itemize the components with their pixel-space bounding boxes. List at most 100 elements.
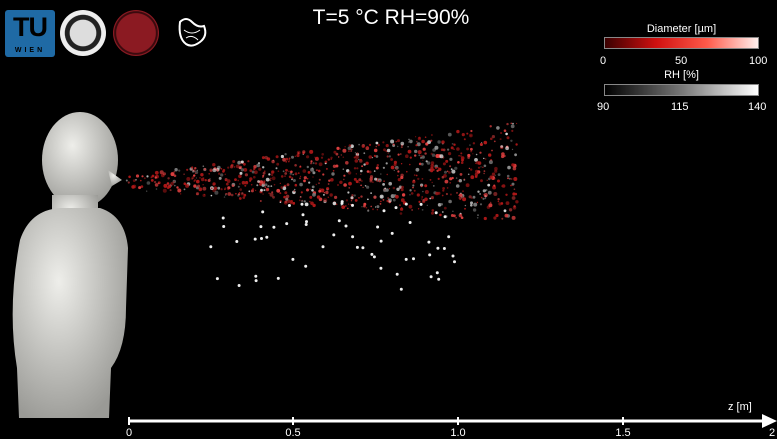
droplet: [351, 235, 355, 239]
droplet: [424, 197, 428, 202]
droplet: [159, 170, 164, 175]
droplet: [214, 190, 219, 195]
droplet: [479, 193, 481, 195]
droplet: [318, 197, 323, 202]
droplet: [374, 177, 378, 181]
droplet: [505, 193, 508, 196]
droplet: [505, 201, 510, 206]
droplet: [424, 152, 427, 155]
droplet: [386, 173, 388, 176]
droplet: [364, 185, 367, 187]
droplet: [332, 233, 336, 237]
droplet: [222, 168, 226, 172]
droplet: [475, 153, 478, 156]
droplet: [372, 208, 374, 211]
droplet: [284, 175, 286, 178]
droplet: [259, 183, 262, 186]
droplet: [299, 165, 302, 168]
droplet: [421, 178, 424, 180]
droplet: [425, 160, 428, 163]
droplet: [154, 170, 159, 175]
droplet: [259, 200, 262, 202]
droplet: [261, 156, 265, 160]
droplet: [316, 195, 321, 199]
droplet: [257, 180, 260, 183]
droplet: [501, 217, 504, 220]
droplet: [335, 152, 339, 156]
droplet: [430, 169, 434, 173]
droplet: [483, 164, 487, 168]
droplet: [437, 140, 441, 144]
droplet: [412, 186, 414, 189]
droplet: [497, 173, 501, 177]
droplet: [397, 170, 400, 173]
droplet: [198, 187, 203, 192]
droplet: [473, 202, 478, 207]
droplet: [218, 172, 221, 175]
droplet: [488, 153, 492, 157]
droplet: [262, 176, 264, 178]
droplet: [491, 149, 493, 152]
droplet: [282, 186, 287, 191]
droplet: [224, 179, 227, 182]
droplet: [420, 162, 424, 166]
droplet: [442, 189, 445, 192]
droplet: [431, 153, 436, 157]
droplet: [351, 194, 354, 197]
droplet: [458, 154, 460, 157]
droplet: [511, 163, 515, 167]
droplet: [488, 203, 493, 208]
droplet: [434, 166, 438, 169]
droplet: [314, 156, 316, 158]
droplet: [376, 164, 379, 167]
droplet: [475, 169, 479, 174]
droplet: [437, 277, 441, 281]
droplet: [413, 174, 416, 176]
droplet: [418, 200, 421, 203]
droplet: [237, 185, 240, 188]
droplet: [358, 143, 360, 146]
droplet: [291, 177, 294, 180]
droplet: [392, 143, 395, 146]
droplet: [470, 150, 473, 153]
droplet: [150, 176, 153, 179]
droplet: [416, 142, 421, 147]
droplet: [375, 145, 378, 148]
droplet: [265, 177, 270, 182]
droplet: [368, 170, 372, 174]
droplet: [304, 223, 308, 226]
droplet: [385, 144, 389, 148]
droplet: [150, 179, 154, 182]
droplet: [386, 148, 391, 153]
droplet: [499, 138, 502, 141]
droplet: [449, 165, 452, 168]
droplet: [496, 126, 500, 130]
droplet: [296, 153, 300, 158]
droplet: [174, 168, 178, 172]
droplet: [448, 171, 451, 174]
university-seal-logo: [60, 10, 106, 56]
droplet: [416, 193, 420, 197]
droplet: [322, 193, 325, 196]
droplet: [469, 133, 473, 138]
droplet: [273, 183, 276, 186]
droplet: [472, 208, 477, 212]
droplet: [455, 177, 458, 179]
droplet: [460, 161, 464, 164]
droplet: [363, 163, 366, 166]
droplet: [265, 187, 270, 192]
droplet: [436, 246, 440, 250]
droplet: [470, 129, 473, 133]
droplet: [303, 200, 306, 203]
droplet: [272, 195, 275, 199]
droplet: [460, 216, 464, 219]
droplet: [330, 158, 333, 160]
droplet: [462, 190, 464, 193]
droplet: [146, 181, 151, 185]
droplet: [460, 155, 462, 157]
droplet: [412, 257, 415, 261]
droplet: [253, 165, 257, 169]
droplet: [227, 192, 232, 196]
droplet: [176, 186, 179, 189]
droplet: [267, 185, 270, 188]
